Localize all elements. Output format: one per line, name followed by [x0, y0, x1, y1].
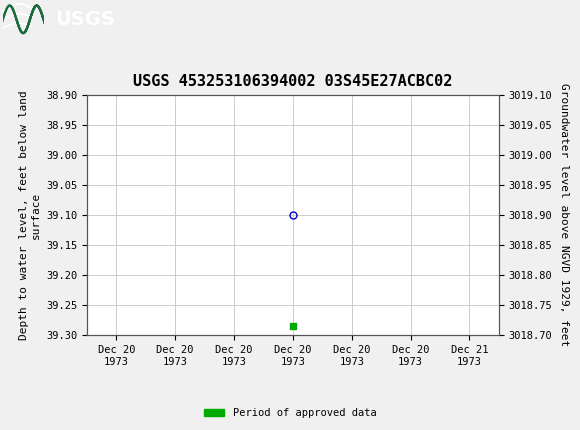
Title: USGS 453253106394002 03S45E27ACBC02: USGS 453253106394002 03S45E27ACBC02: [133, 74, 452, 89]
Y-axis label: Groundwater level above NGVD 1929, feet: Groundwater level above NGVD 1929, feet: [559, 83, 569, 347]
Legend: Period of approved data: Period of approved data: [200, 404, 380, 423]
Y-axis label: Depth to water level, feet below land
surface: Depth to water level, feet below land su…: [19, 90, 41, 340]
Text: USGS: USGS: [55, 10, 115, 29]
